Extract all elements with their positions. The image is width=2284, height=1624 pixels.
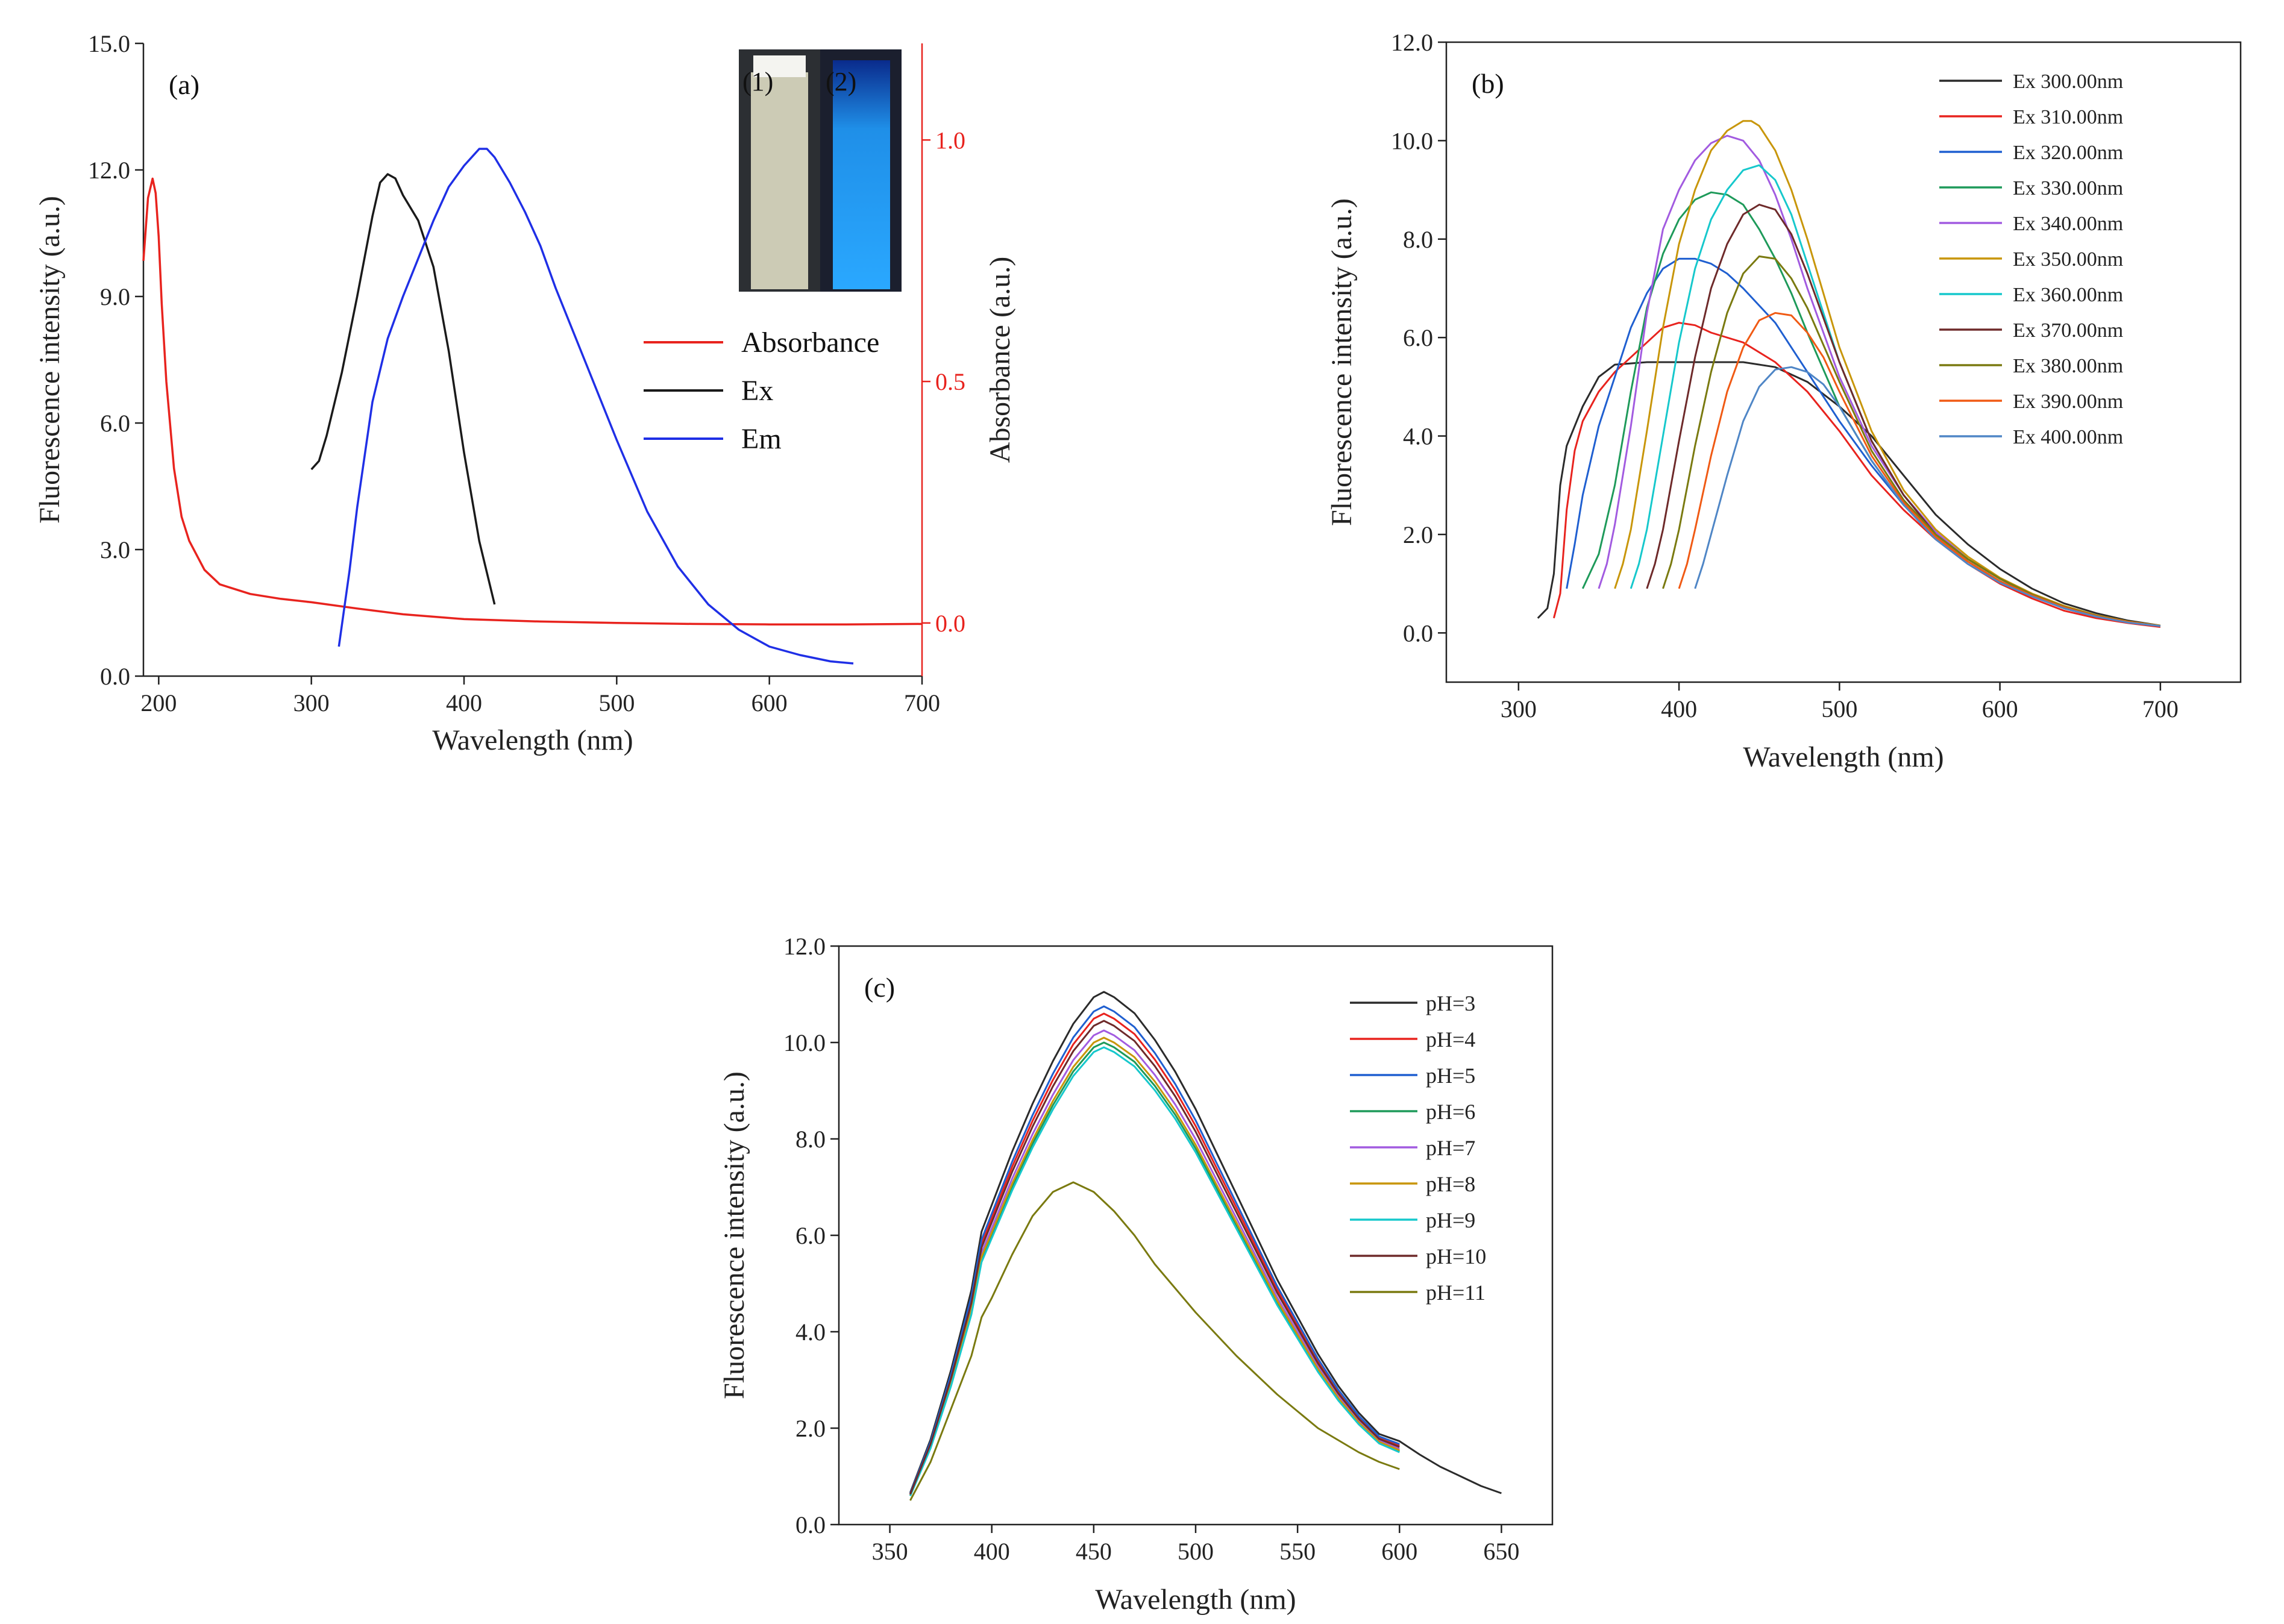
panel-a-x-tick-label: 600 [751,689,788,716]
panel-c-series-ph3 [909,991,1502,1494]
panel-b-series-ex-310 [1552,322,2161,628]
panel-c-x-tick-label: 600 [1381,1538,1417,1565]
panel-c-series-ph9 [909,1046,1400,1497]
panel-c-y-tick-label: 8.0 [795,1126,826,1153]
panel-a-inset-label: (2) [826,67,856,96]
panel-c-series-ph7 [909,1029,1400,1496]
panel-b-x-tick-label: 700 [2142,695,2179,723]
panel-a-series-absorbance [142,177,923,625]
panel-c-x-axis-title: Wavelength (nm) [1095,1584,1296,1616]
panel-a-y-axis-title: Fluorescence intensity (a.u.) [34,196,66,524]
panel-b-y-axis-title: Fluorescence intensity (a.u.) [1326,198,1358,526]
panel-c-x-tick-label: 400 [974,1538,1010,1565]
panel-a-x-tick-label: 200 [140,689,177,716]
panel-a-cuvette-1-cap [753,55,806,77]
panel-b-legend-label: Ex 340.00nm [2013,213,2123,235]
panel-a-cuvette-2 [833,60,890,289]
panel-a-cuvette-1 [751,72,808,289]
panel-b-legend-label: Ex 350.00nm [2013,248,2123,271]
panel-a-y-tick-label: 6.0 [100,410,130,437]
panel-a-y2-tick-label: 1.0 [935,127,965,154]
panel-c-x-tick-label: 350 [872,1538,908,1565]
panel-b-x-tick-label: 300 [1501,695,1537,723]
panel-c-legend-label: pH=5 [1426,1064,1475,1088]
panel-a-legend-label: Em [741,423,782,455]
panel-a-y-tick-label: 3.0 [100,536,130,563]
panel-c-legend-label: pH=8 [1426,1172,1475,1196]
panel-b-legend-label: Ex 370.00nm [2013,319,2123,342]
panel-c-y-axis-title: Fluorescence intensity (a.u.) [718,1071,750,1399]
panel-a-x-tick-label: 400 [446,689,482,716]
panel-c-y-tick-label: 12.0 [783,933,826,960]
panel-c-legend-label: pH=6 [1426,1100,1475,1124]
panel-c-legend-label: pH=11 [1426,1281,1486,1305]
panel-c-y-tick-label: 10.0 [783,1029,826,1056]
panel-a-x-tick-label: 700 [904,689,940,716]
panel-c-y-tick-label: 4.0 [795,1318,826,1346]
panel-b-chart: 300 400 500 600 700 0.0 2.0 4.0 6.0 8.0 10.0 12.0 Wa… [1326,29,2242,773]
panel-c-series-ph5 [909,1005,1400,1494]
panel-b-y-tick-label: 10.0 [1391,127,1433,154]
panel-b-legend-label: Ex 400.00nm [2013,426,2123,448]
panel-c-y-tick-label: 0.0 [795,1511,826,1538]
panel-b-x-axis-title: Wavelength (nm) [1743,741,1944,773]
panel-c-series-ph4 [909,1012,1400,1494]
panel-a-chart: 200 300 400 500 600 700 0.0 3.0 6.0 9.0 12.0 15.0 Wa… [34,30,1016,756]
panel-c-series-ph8 [909,1036,1400,1496]
panel-a-legend-label: Ex [741,375,773,407]
panel-b-y-tick-label: 12.0 [1391,29,1433,56]
panel-b-y-tick-label: 8.0 [1403,226,1433,253]
panel-b-panel-label: (b) [1472,68,1504,99]
panel-c-x-tick-label: 500 [1178,1538,1214,1565]
panel-b-y-tick-label: 0.0 [1403,619,1433,647]
panel-a-legend-label: Absorbance [741,327,879,359]
panel-b-series-ex-300 [1537,361,2161,627]
panel-b-legend-label: Ex 390.00nm [2013,390,2123,413]
panel-b-series-ex-400 [1694,366,2161,627]
panel-a-y2-axis-title: Absorbance (a.u.) [984,257,1016,463]
panel-a-y2-tick-label: 0.5 [935,368,965,395]
panel-b-legend-label: Ex 380.00nm [2013,355,2123,377]
panel-c-legend-label: pH=7 [1426,1136,1475,1160]
panel-a-x-axis-title: Wavelength (nm) [432,724,633,756]
panel-a-y-tick-label: 9.0 [100,283,130,310]
panel-c-panel-label: (c) [864,972,895,1003]
panel-b-legend-label: Ex 310.00nm [2013,106,2123,128]
panel-b-x-tick-label: 600 [1982,695,2018,723]
panel-c-x-tick-label: 650 [1483,1538,1519,1565]
panel-b-legend-label: Ex 320.00nm [2013,142,2123,164]
panel-b-legend-label: Ex 300.00nm [2013,71,2123,93]
panel-a-x-tick-label: 500 [598,689,635,716]
panel-a-series-ex [310,173,496,605]
panel-a-x-tick-label: 300 [293,689,330,716]
panel-c-legend-label: pH=10 [1426,1244,1486,1268]
panel-c-chart: 350 400 450 500 550 600 650 0.0 2.0 4.0 6.0 8.0 10.0… [718,933,1554,1616]
panel-a-panel-label: (a) [169,69,199,100]
panel-a-series-em [337,148,854,665]
panel-a-y-tick-label: 12.0 [88,157,130,184]
panel-c-legend-label: pH=4 [1426,1027,1475,1052]
panel-b-x-tick-label: 500 [1821,695,1857,723]
panel-c-series-ph11 [909,1181,1400,1501]
panel-b-series-ex-390 [1678,312,2161,627]
panel-b-x-tick-label: 400 [1661,695,1697,723]
panel-c-series-ph10 [909,1020,1400,1495]
panel-c-legend-label: pH=3 [1426,991,1475,1015]
panel-a-y2-tick-label: 0.0 [935,610,965,637]
panel-b-legend-label: Ex 330.00nm [2013,177,2123,199]
panel-a-y-tick-label: 0.0 [100,663,130,690]
panel-c-y-tick-label: 6.0 [795,1222,826,1249]
panel-c-legend-label: pH=9 [1426,1208,1475,1232]
panel-a-inset-label: (1) [742,67,773,96]
panel-c-x-tick-label: 450 [1076,1538,1112,1565]
panel-b-legend-label: Ex 360.00nm [2013,284,2123,306]
panel-c-x-tick-label: 550 [1279,1538,1316,1565]
panel-b-y-tick-label: 6.0 [1403,324,1433,351]
panel-b-y-tick-label: 2.0 [1403,521,1433,548]
panel-a-y-tick-label: 15.0 [88,30,130,57]
panel-b-y-tick-label: 4.0 [1403,423,1433,450]
panel-b-frame [1445,41,2242,683]
panel-c-y-tick-label: 2.0 [795,1415,826,1442]
